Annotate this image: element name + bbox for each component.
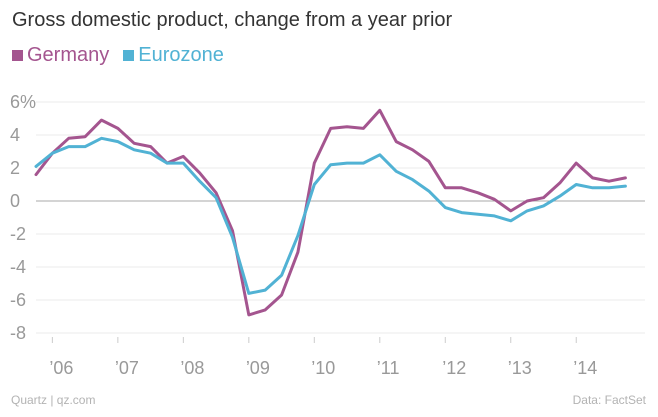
y-tick-label: -8 [10,323,26,343]
y-tick-label: 0 [10,191,20,211]
series-line-germany [34,108,627,317]
series-lines [34,108,627,317]
x-tick-label: ’10 [311,358,335,378]
y-tick-label: -2 [10,224,26,244]
footer-source-right: Data: FactSet [572,393,646,407]
y-tick-label: 4 [10,125,20,145]
legend-label-eurozone: Eurozone [138,44,224,66]
series-line-eurozone [34,136,627,295]
x-tick-label: ’07 [115,358,139,378]
gridlines [36,101,645,334]
chart-title: Gross domestic product, change from a ye… [12,9,453,31]
y-tick-label: -4 [10,257,26,277]
legend-item-eurozone: Eurozone [123,44,224,67]
x-tick-label: ’06 [49,358,73,378]
x-tick-label: ’14 [573,358,597,378]
x-tick-label: ’09 [246,358,270,378]
x-axis-ticks: ’06 ’07 ’08 ’09 ’10 ’11 ’12 ’13 ’14 [49,337,597,378]
x-tick-label: ’08 [180,358,204,378]
x-tick-label: ’12 [442,358,466,378]
x-tick-label: ’13 [508,358,532,378]
legend-swatch-germany [12,50,23,61]
y-axis-ticks: 6% 4 2 0 -2 -4 -6 -8 [10,92,36,343]
legend-swatch-eurozone [123,50,135,61]
legend: Germany Eurozone [12,44,238,67]
x-tick-label: ’11 [377,358,400,378]
y-tick-label: 2 [10,158,20,178]
y-tick-label: 6% [10,92,36,112]
footer-source-left: Quartz | qz.com [11,393,96,407]
legend-label-germany: Germany [27,44,110,66]
legend-item-germany: Germany [12,44,109,67]
y-tick-label: -6 [10,290,26,310]
